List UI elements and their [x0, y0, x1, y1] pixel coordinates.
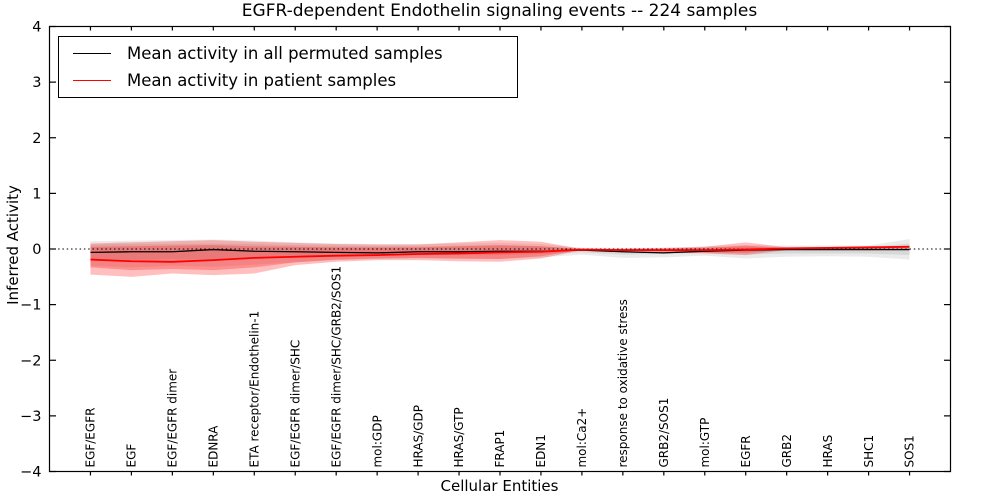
x-tick-label: SOS1	[903, 435, 917, 467]
x-tick-label: EGF/EGFR dimer/SHC/GRB2/SOS1	[329, 266, 343, 468]
x-tick-label: mol:Ca2+	[575, 408, 589, 468]
y-tick-label: 1	[32, 186, 41, 202]
y-tick-label: −1	[20, 298, 41, 314]
x-tick-label: GRB2	[780, 434, 794, 468]
y-tick-label: −2	[20, 353, 41, 369]
series-line-patient	[90, 245, 910, 263]
x-tick-label: HRAS/GTP	[452, 407, 466, 467]
x-tick-label: EDNRA	[207, 425, 221, 468]
x-tick-label: ETA receptor/Endothelin-1	[247, 311, 261, 468]
x-tick-label: EGF/EGFR dimer	[166, 369, 180, 468]
legend: Mean activity in all permuted samples Me…	[58, 36, 518, 98]
y-tick-label: 0	[32, 242, 41, 258]
x-tick-label: GRB2/SOS1	[657, 398, 671, 468]
x-tick-label: mol:GDP	[370, 415, 384, 467]
x-tick-label: mol:GTP	[698, 418, 712, 468]
series-line-permuted	[90, 248, 910, 254]
x-tick-label: EGFR	[739, 435, 753, 467]
x-tick-label: EDN1	[534, 434, 548, 467]
x-tick-label: FRAP1	[493, 430, 507, 468]
chart-title: EGFR-dependent Endothelin signaling even…	[241, 1, 758, 21]
legend-line-red-icon	[73, 80, 111, 81]
x-tick-label: SHC1	[862, 435, 876, 468]
x-axis-label: Cellular Entities	[440, 477, 559, 495]
x-tick-label: response to oxidative stress	[616, 299, 630, 467]
y-tick-label: 4	[32, 20, 41, 36]
x-tick-label: HRAS	[821, 435, 835, 468]
legend-label-permuted: Mean activity in all permuted samples	[127, 44, 443, 63]
legend-item-permuted: Mean activity in all permuted samples	[73, 41, 503, 66]
legend-line-black-icon	[73, 53, 111, 54]
x-tick-label: HRAS/GDP	[411, 405, 425, 468]
y-axis-label: Inferred Activity	[4, 185, 22, 305]
legend-item-patient: Mean activity in patient samples	[73, 68, 503, 93]
x-tick-label: EGF/EGFR dimer/SHC	[288, 340, 302, 468]
y-tick-label: −3	[20, 409, 41, 425]
x-tick-label: EGF	[125, 444, 139, 468]
legend-label-patient: Mean activity in patient samples	[127, 71, 397, 90]
y-tick-label: −4	[20, 465, 41, 481]
y-tick-label: 3	[32, 75, 41, 91]
y-tick-label: 2	[32, 131, 41, 147]
x-tick-label: EGF/EGFR	[84, 408, 98, 468]
